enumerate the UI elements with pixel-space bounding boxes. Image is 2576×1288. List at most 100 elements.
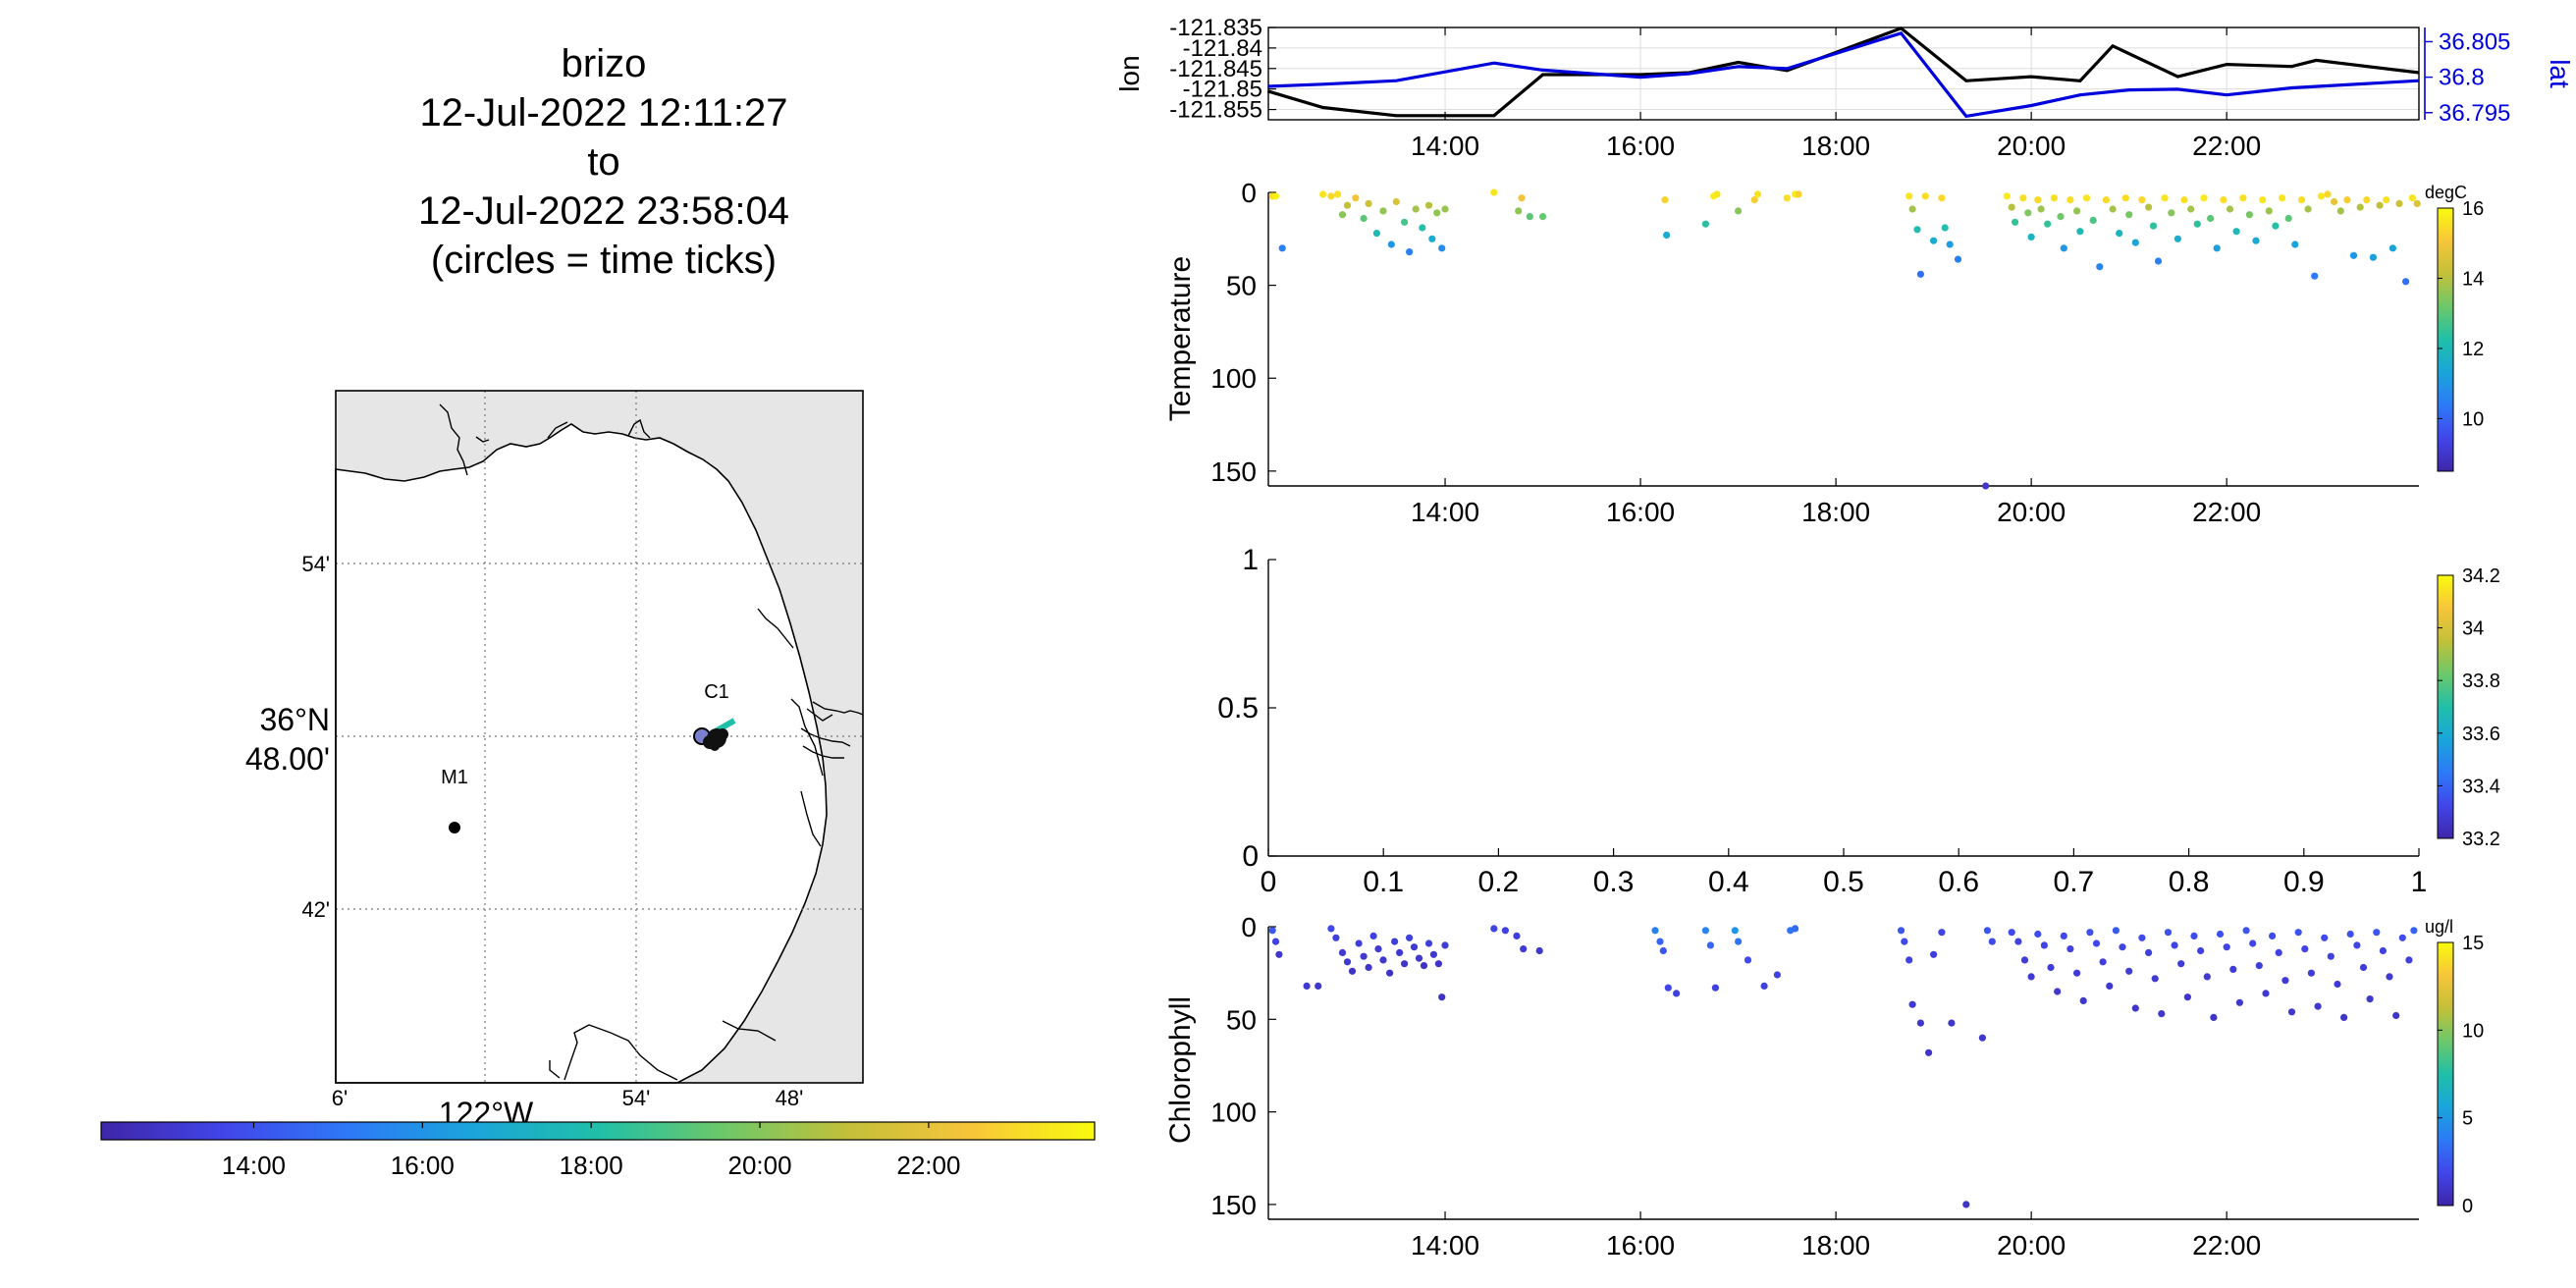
- salinity-xtick-label-7: 0.7: [2054, 866, 2095, 898]
- chlorophyll-point-119: [2379, 946, 2387, 955]
- temperature-point-18: [1419, 224, 1426, 232]
- temperature-point-43: [1916, 270, 1924, 278]
- lonlat-frame: [1267, 27, 2420, 121]
- salinity-ytick-label-2: 1: [1242, 544, 1259, 576]
- map-panel: 54' 36°N 48.00' 42' 6' 54' 48' 122°W M1 …: [100, 390, 1096, 1180]
- chlorophyll-point-83: [2145, 948, 2153, 957]
- chlorophyll-point-89: [2183, 993, 2191, 1001]
- chlorophyll-point-34: [1651, 927, 1659, 935]
- temperature-point-72: [2121, 194, 2129, 202]
- chlorophyll-point-54: [1925, 1048, 1933, 1056]
- temperature-point-73: [2125, 211, 2133, 219]
- chlorophyll-point-26: [1434, 960, 1442, 968]
- chlorophyll-point-24: [1424, 939, 1433, 947]
- temperature-point-113: [2383, 196, 2390, 204]
- temperature-point-71: [2116, 230, 2123, 238]
- chlorophyll-point-33: [1535, 946, 1543, 955]
- temperature-colorbar-label: degC: [2425, 183, 2467, 202]
- chlorophyll-point-0: [1268, 927, 1276, 935]
- temperature-xtick-label-0: 14:00: [1411, 497, 1479, 527]
- temperature-point-22: [1438, 244, 1446, 252]
- chlorophyll-point-23: [1420, 962, 1428, 970]
- temperature-point-5: [1334, 190, 1342, 198]
- map-lat-label-48: 48.00': [245, 741, 330, 777]
- chlorophyll-point-7: [1338, 948, 1347, 957]
- chlorophyll-point-38: [1673, 990, 1681, 997]
- temperature-point-109: [2356, 203, 2364, 211]
- chlorophyll-point-51: [1905, 956, 1913, 964]
- temperature-point-28: [1539, 213, 1547, 221]
- temperature-point-74: [2131, 239, 2139, 246]
- chlorophyll-point-19: [1401, 960, 1409, 968]
- map-ocean: [335, 423, 828, 1084]
- chlorophyll-colorbar-tick-label-2: 10: [2462, 1020, 2484, 1042]
- temperature-point-58: [2037, 205, 2045, 213]
- time-colorbar-tick-label-0: 14:00: [222, 1151, 286, 1180]
- lonlat-axes: -121.835-121.84-121.845-121.85-121.855 36…: [1169, 15, 2510, 161]
- chlorophyll-point-86: [2164, 929, 2173, 937]
- temperature-point-95: [2265, 207, 2273, 215]
- chlorophyll-point-90: [2190, 932, 2198, 940]
- chlorophyll-point-6: [1332, 934, 1340, 941]
- temperature-ytick-label-2: 100: [1210, 363, 1257, 394]
- chlorophyll-point-103: [2275, 948, 2282, 957]
- chlorophyll-point-8: [1343, 958, 1352, 966]
- temperature-point-34: [1735, 207, 1743, 215]
- chlorophyll-point-63: [2014, 938, 2022, 945]
- temperature-point-61: [2057, 213, 2065, 221]
- temperature-xtick-label-4: 22:00: [2192, 497, 2261, 527]
- temperature-point-15: [1401, 218, 1409, 226]
- chlorophyll-point-81: [2131, 1004, 2139, 1012]
- chlorophyll-point-56: [1938, 929, 1946, 937]
- salinity-ytick-label-0: 0: [1242, 840, 1259, 873]
- chlorophyll-point-107: [2301, 945, 2309, 953]
- temperature-point-39: [1795, 190, 1802, 198]
- temperature-point-23: [1441, 205, 1449, 213]
- temperature-point-21: [1433, 209, 1441, 217]
- chlorophyll-point-108: [2307, 969, 2315, 977]
- chlorophyll-point-28: [1441, 941, 1449, 949]
- salinity-xtick-label-5: 0.5: [1823, 866, 1864, 898]
- map-lon-label-54: 54': [622, 1086, 651, 1110]
- temperature-point-40: [1905, 192, 1913, 200]
- salinity-ytick-label-1: 0.5: [1217, 692, 1259, 724]
- temperature-points: [1268, 188, 2421, 490]
- lonlat-lines: [1266, 26, 2420, 119]
- temperature-point-13: [1387, 241, 1395, 248]
- map-lon-label-48: 48': [776, 1086, 804, 1110]
- chlorophyll-point-112: [2334, 980, 2341, 989]
- chlorophyll-point-68: [2047, 963, 2055, 972]
- chlorophyll-point-88: [2177, 960, 2185, 968]
- chlorophyll-point-92: [2203, 973, 2211, 981]
- chlorophyll-point-16: [1386, 969, 1394, 977]
- salinity-colorbar-tick-label-2: 33.6: [2462, 724, 2500, 745]
- chlorophyll-point-76: [2099, 958, 2107, 966]
- chlorophyll-point-11: [1360, 952, 1368, 960]
- temperature-point-97: [2279, 194, 2286, 202]
- chlorophyll-point-13: [1369, 932, 1377, 940]
- temperature-point-59: [2044, 220, 2052, 228]
- temperature-point-49: [1954, 255, 1962, 263]
- chlorophyll-point-113: [2340, 1013, 2348, 1021]
- temperature-point-75: [2138, 196, 2146, 204]
- chlorophyll-colorbar-tick-label-1: 5: [2462, 1108, 2473, 1130]
- chlorophyll-point-5: [1327, 925, 1335, 933]
- temperature-point-24: [1490, 188, 1498, 196]
- map-lat-label-54: 54': [301, 552, 330, 576]
- temperature-point-81: [2174, 235, 2181, 242]
- temperature-point-96: [2272, 222, 2280, 230]
- chlorophyll-point-32: [1520, 945, 1528, 953]
- chlorophyll-point-14: [1374, 945, 1382, 953]
- temperature-point-83: [2187, 205, 2195, 213]
- lonlat-ylabel-right: lat: [2545, 59, 2575, 88]
- temperature-point-31: [1701, 220, 1709, 228]
- temperature-point-35: [1750, 196, 1758, 204]
- temperature-point-47: [1941, 224, 1949, 232]
- chlorophyll-point-101: [2262, 990, 2270, 997]
- track-cluster-4: [710, 741, 720, 751]
- chlorophyll-point-94: [2216, 930, 2225, 939]
- temperature-point-86: [2207, 214, 2215, 223]
- chlorophyll-colorbar: [2437, 941, 2454, 1207]
